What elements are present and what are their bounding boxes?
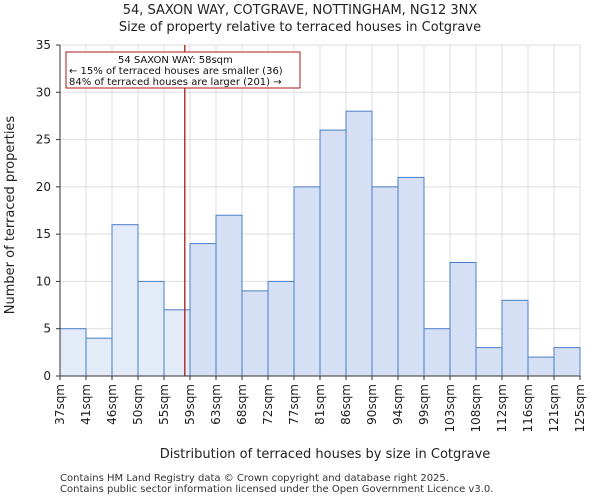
histogram-bar <box>111 224 139 377</box>
histogram-bar <box>163 309 191 377</box>
x-tick-label: 125sqm <box>573 384 587 432</box>
x-tick-label: 116sqm <box>521 384 535 432</box>
histogram-bar <box>215 214 243 377</box>
footer-line-1: Contains HM Land Registry data © Crown c… <box>60 473 449 484</box>
x-tick-label: 108sqm <box>469 384 483 432</box>
y-tick-label: 10 <box>36 274 51 288</box>
annotation-smaller: ← 15% of terraced houses are smaller (36… <box>69 66 283 77</box>
y-tick-label: 15 <box>36 227 51 241</box>
histogram-bar <box>137 280 165 377</box>
annotation: 54 SAXON WAY: 58sqm← 15% of terraced hou… <box>65 51 301 89</box>
y-tick-label: 35 <box>36 38 51 52</box>
x-tick-label: 59sqm <box>183 384 197 425</box>
x-tick-label: 63sqm <box>209 384 223 425</box>
histogram-bar <box>241 290 269 377</box>
annotation-box <box>65 51 301 89</box>
x-tick-label: 50sqm <box>131 384 145 425</box>
histogram-bar <box>449 262 477 377</box>
x-tick-label: 121sqm <box>547 384 561 432</box>
y-tick-label: 25 <box>36 133 51 147</box>
histogram-bar <box>475 347 503 377</box>
bars <box>59 110 581 377</box>
histogram-bar <box>553 347 581 377</box>
histogram-bar <box>371 186 399 377</box>
x-tick-label: 37sqm <box>53 384 67 425</box>
axes: 0 5 10 15 20 25 30 35 37sqm 41sqm 46sqm 50sqm 55sqm 5… <box>36 38 587 432</box>
x-tick-label: 81sqm <box>313 384 327 425</box>
histogram-bar <box>501 299 529 377</box>
histogram-bar <box>319 129 347 377</box>
annotation-larger: 84% of terraced houses are larger (201) … <box>69 77 282 88</box>
histogram-bar <box>527 356 555 377</box>
histogram-bar <box>423 328 451 377</box>
y-tick-label: 0 <box>43 369 51 383</box>
x-tick-label: 112sqm <box>495 384 509 432</box>
y-axis-label: Number of terraced properties <box>3 116 18 315</box>
x-tick-label: 90sqm <box>365 384 379 425</box>
x-tick-label: 55sqm <box>157 384 171 425</box>
histogram-bar <box>189 243 217 377</box>
x-tick-label: 99sqm <box>417 384 431 425</box>
histogram-bar <box>345 110 373 377</box>
x-tick-label: 72sqm <box>261 384 275 425</box>
histogram-bar <box>85 337 113 377</box>
x-axis-label: Distribution of terraced houses by size … <box>160 447 491 462</box>
x-tick-label: 103sqm <box>443 384 457 432</box>
y-tick-label: 20 <box>36 180 51 194</box>
x-tick-label: 86sqm <box>339 384 353 425</box>
chart-title: 54, SAXON WAY, COTGRAVE, NOTTINGHAM, NG1… <box>122 3 478 18</box>
footer-line-2: Contains public sector information licen… <box>60 484 494 495</box>
histogram-bar <box>293 186 321 377</box>
x-tick-label: 46sqm <box>105 384 119 425</box>
histogram-bar <box>267 280 295 377</box>
y-tick-label: 5 <box>43 322 51 336</box>
histogram-bar <box>59 328 87 377</box>
x-tick-label: 68sqm <box>235 384 249 425</box>
x-tick-label: 77sqm <box>287 384 301 425</box>
x-tick-label: 94sqm <box>391 384 405 425</box>
annotation-title: 54 SAXON WAY: 58sqm <box>118 55 233 66</box>
histogram-bar <box>397 176 425 377</box>
y-tick-label: 30 <box>36 85 51 99</box>
x-tick-label: 41sqm <box>79 384 93 425</box>
chart-subtitle: Size of property relative to terraced ho… <box>118 20 482 35</box>
